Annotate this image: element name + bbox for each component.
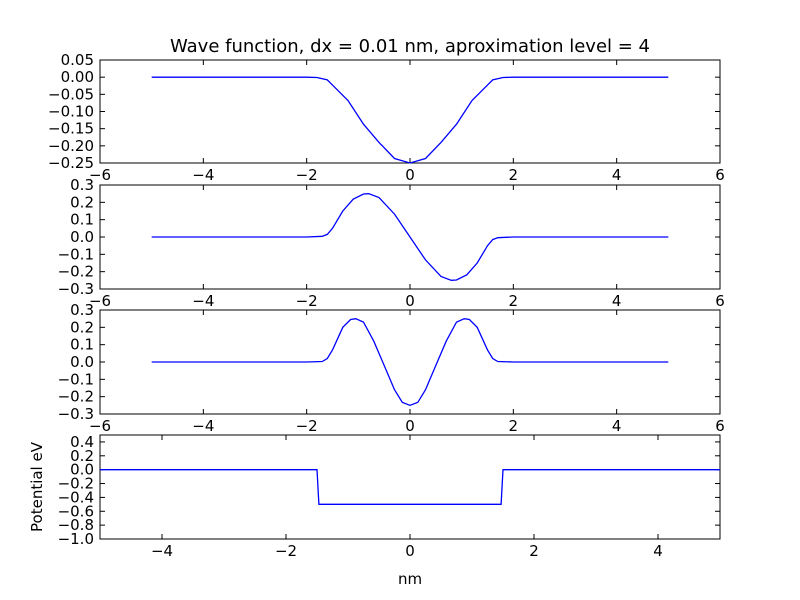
- y-tick-label: −0.4: [58, 488, 94, 506]
- y-tick-label: −0.25: [48, 154, 94, 172]
- series-line: [151, 76, 669, 164]
- series-line: [151, 193, 669, 281]
- y-tick-label: −0.15: [48, 120, 94, 138]
- axes-frame: [99, 434, 721, 540]
- x-tick-label: 4: [612, 166, 622, 184]
- x-tick-label: −6: [89, 166, 111, 184]
- subplot-2: −6 −4 −2 0 2 4 6 −0.3−0.2−0.10.00.10.20.3: [58, 176, 725, 310]
- x-tick-label: −2: [275, 542, 297, 560]
- x-tick-label: 2: [509, 166, 519, 184]
- x-tick-label: 6: [715, 166, 725, 184]
- chart-title: Wave function, dx = 0.01 nm, aproximatio…: [170, 36, 650, 57]
- x-tick-label: 0: [405, 417, 415, 435]
- x-tick-label: 0: [405, 166, 415, 184]
- x-tick-label: 4: [612, 417, 622, 435]
- y-tick-label: 0.0: [70, 461, 94, 479]
- y-tick-label: 0.1: [70, 336, 94, 354]
- x-tick-label: −4: [192, 417, 214, 435]
- x-axis-label: nm: [398, 570, 422, 588]
- y-tick-label: 0.2: [70, 318, 94, 336]
- y-tick-label: 0.2: [70, 193, 94, 211]
- subplot-4: −4 −2 0 2 4 −1.0−0.8−0.6−0.4−0.20.00.20.4 nm Po…: [28, 433, 721, 588]
- x-tick-label: 0: [405, 542, 415, 560]
- y-tick-label: −0.1: [58, 370, 94, 388]
- y-tick-label: −0.6: [58, 502, 94, 520]
- y-tick-label: −0.2: [58, 388, 94, 406]
- x-tick-label: −4: [192, 166, 214, 184]
- x-tick-label: 6: [715, 292, 725, 310]
- y-tick-label: −0.2: [58, 263, 94, 281]
- y-tick-label: 0.00: [61, 68, 94, 86]
- x-tick-label: 2: [509, 292, 519, 310]
- x-tick-label: −2: [296, 417, 318, 435]
- y-tick-label: 0.1: [70, 211, 94, 229]
- subplot-1: −6 −4 −2 0 2 4 6 −0.25−0.20−0.15−0.10−0.050.000…: [48, 51, 725, 184]
- y-tick-label: −0.20: [48, 137, 94, 155]
- x-tick-label: 2: [509, 417, 519, 435]
- y-tick-label: 0.2: [70, 447, 94, 465]
- series-line: [100, 469, 720, 505]
- axes-frame: [99, 59, 721, 164]
- y-tick-label: 0.05: [61, 51, 94, 69]
- y-tick-label: −0.8: [58, 516, 94, 534]
- y-tick-label: 0.0: [70, 228, 94, 246]
- y-tick-label: 0.3: [70, 176, 94, 194]
- y-tick-label: −0.1: [58, 245, 94, 263]
- x-tick-label: 4: [653, 542, 663, 560]
- subplot-3: −6 −4 −2 0 2 4 6 −0.3−0.2−0.10.00.10.20.3: [58, 301, 725, 435]
- y-tick-label: −1.0: [58, 530, 94, 548]
- y-tick-label: −0.05: [48, 85, 94, 103]
- y-tick-label: −0.2: [58, 475, 94, 493]
- y-tick-label: −0.3: [58, 280, 94, 298]
- subplots: −6 −4 −2 0 2 4 6−0.25−0.20−0.15−0.10−0.050.000…: [28, 51, 725, 588]
- y-tick-label: 0.4: [70, 433, 94, 451]
- y-tick-label: −0.3: [58, 405, 94, 423]
- x-tick-label: 6: [715, 417, 725, 435]
- x-tick-label: −4: [192, 292, 214, 310]
- x-tick-label: 0: [405, 292, 415, 310]
- series-line: [151, 318, 669, 406]
- x-tick-label: −6: [89, 417, 111, 435]
- x-tick-label: 2: [529, 542, 539, 560]
- y-tick-label: −0.10: [48, 103, 94, 121]
- x-tick-label: −6: [89, 292, 111, 310]
- x-tick-label: 4: [612, 292, 622, 310]
- y-axis-label: Potential eV: [28, 441, 46, 532]
- x-tick-label: −2: [296, 166, 318, 184]
- y-tick-label: 0.3: [70, 301, 94, 319]
- y-tick-label: 0.0: [70, 353, 94, 371]
- x-tick-label: −2: [296, 292, 318, 310]
- x-tick-label: −4: [151, 542, 173, 560]
